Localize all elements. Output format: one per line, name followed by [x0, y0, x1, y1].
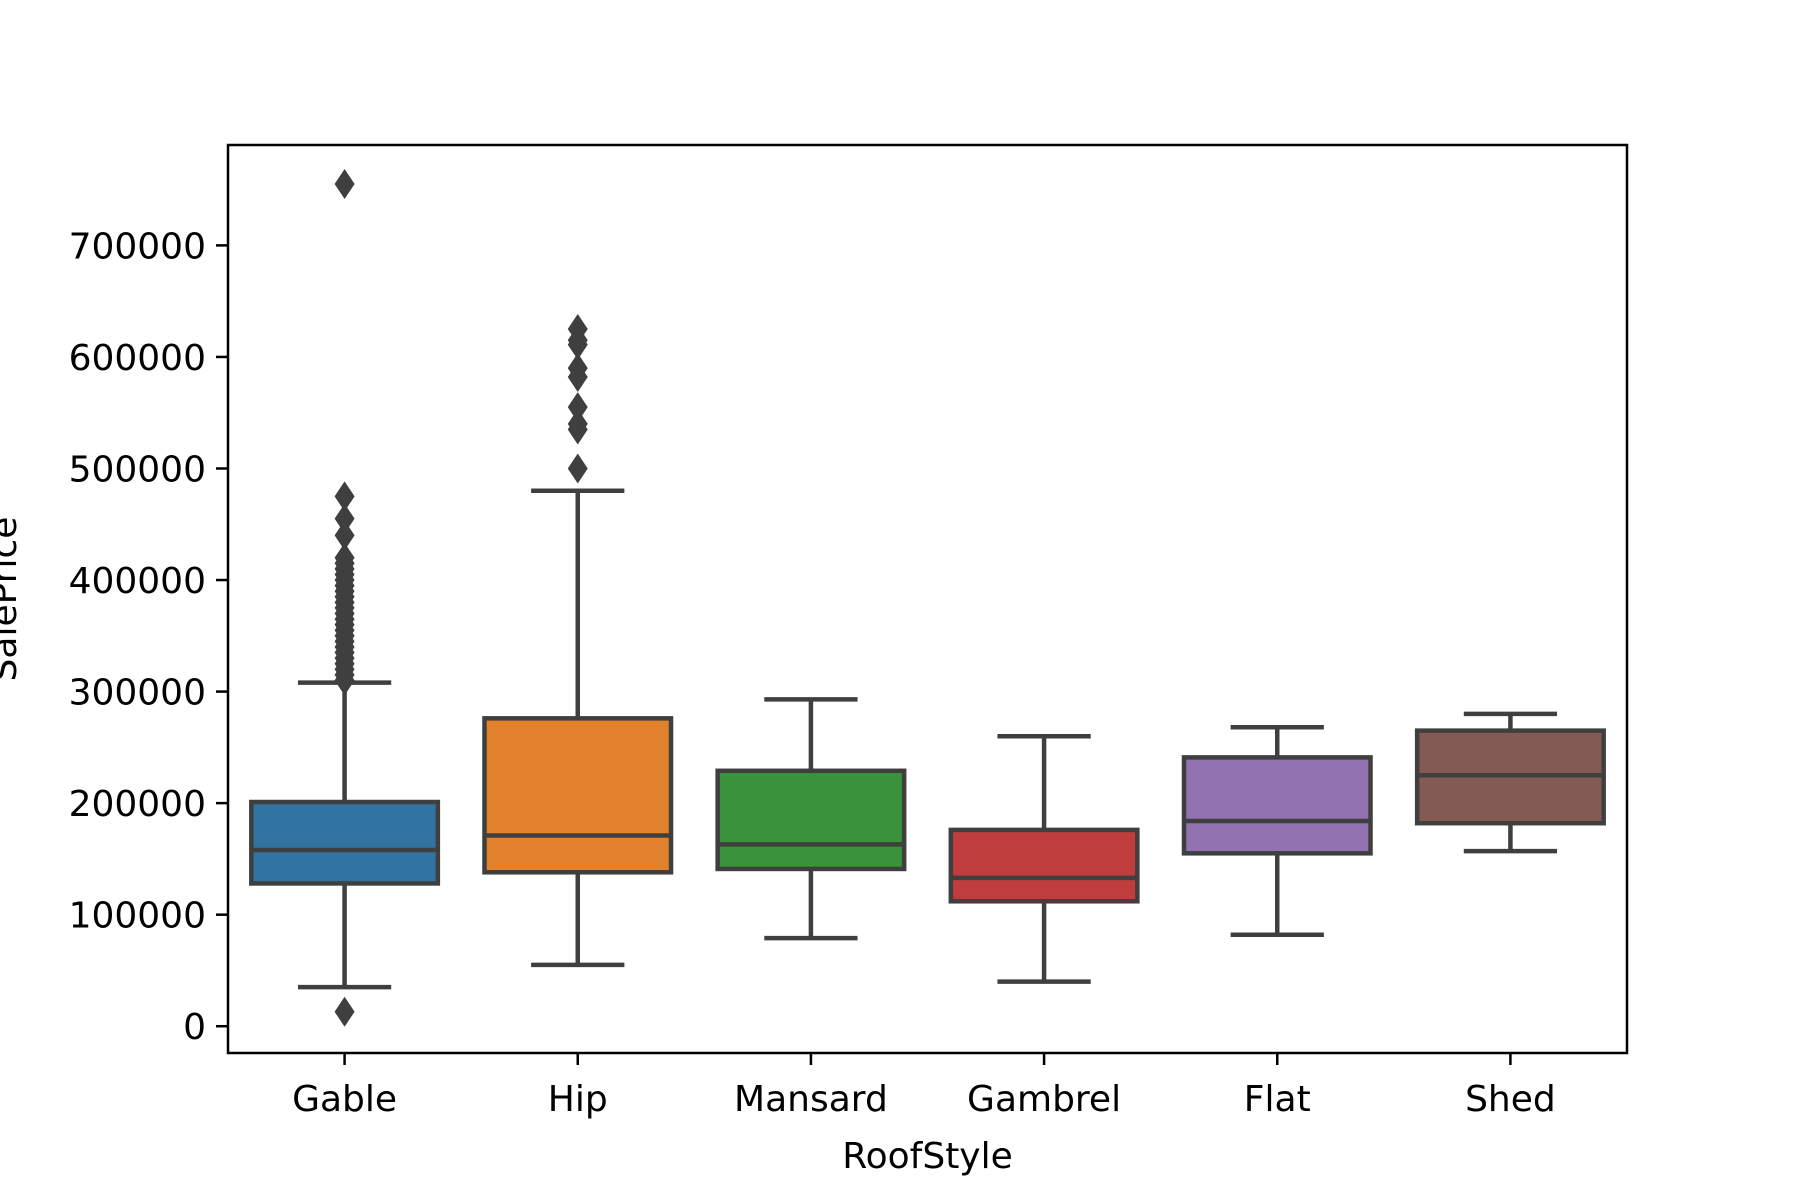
box-hip: [482, 716, 674, 875]
y-axis-label: SalePrice: [0, 517, 25, 682]
y-tick-label: 500000: [69, 449, 206, 490]
box-group-flat: [1181, 725, 1373, 938]
box-gambrel: [948, 827, 1140, 904]
y-tick-label: 200000: [69, 784, 206, 825]
y-tick-label: 100000: [69, 896, 206, 937]
y-axis: 0 100000 200000 300000 400000 500000 600000 700…: [69, 226, 228, 1048]
y-tick-label: 0: [183, 1007, 206, 1048]
outlier-point-gable: [334, 542, 355, 573]
box-group-gambrel: [948, 733, 1140, 984]
y-tick-label: 600000: [69, 338, 206, 379]
box-group-mansard: [715, 697, 907, 941]
x-tick-label: Gable: [292, 1079, 397, 1120]
outlier-point-hip: [567, 392, 588, 423]
y-tick-label: 400000: [69, 561, 206, 602]
box-group-gable: [249, 169, 441, 1027]
outlier-point-hip: [567, 453, 588, 484]
outlier-point-hip: [567, 314, 588, 345]
outlier-point-gable: [334, 503, 355, 534]
box-flat: [1181, 755, 1373, 856]
x-tick-label: Mansard: [734, 1079, 888, 1120]
box-gable: [249, 799, 441, 886]
plot-frame: [226, 143, 1629, 1055]
box-group-hip: [482, 314, 674, 968]
x-tick-label: Flat: [1244, 1079, 1311, 1120]
outlier-point-gable: [334, 520, 355, 551]
box-group-shed: [1414, 711, 1606, 854]
x-tick-label: Gambrel: [967, 1079, 1121, 1120]
plot-marks: [249, 169, 1606, 1027]
outlier-point-gable: [334, 481, 355, 512]
x-tick-label: Hip: [548, 1079, 608, 1120]
outlier-point-hip: [567, 408, 588, 439]
outlier-point-hip: [567, 353, 588, 384]
x-axis: Gable Hip Mansard Gambrel Flat Shed: [292, 1053, 1556, 1120]
y-tick-label: 700000: [69, 226, 206, 267]
x-tick-label: Shed: [1465, 1079, 1556, 1120]
outlier-point-gable: [334, 996, 355, 1027]
x-axis-label: RoofStyle: [842, 1136, 1013, 1177]
outlier-point-gable: [334, 169, 355, 200]
y-tick-label: 300000: [69, 673, 206, 714]
box-mansard: [715, 768, 907, 872]
